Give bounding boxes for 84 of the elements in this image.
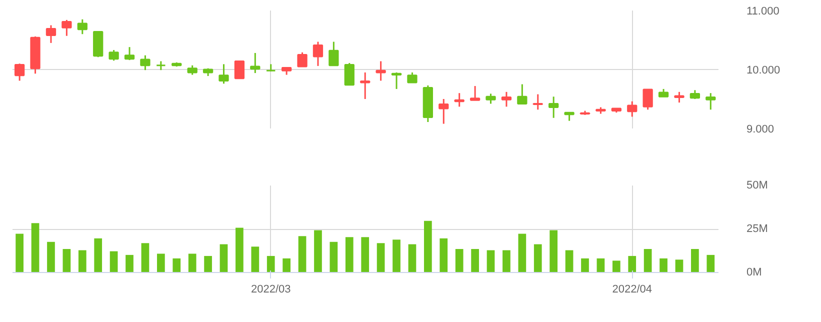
- bar: [345, 237, 354, 272]
- bar: [581, 258, 589, 272]
- bar: [518, 234, 526, 272]
- candlestick: [312, 41, 324, 67]
- bar: [251, 246, 260, 272]
- bar: [440, 238, 448, 272]
- bar: [31, 223, 40, 272]
- candlestick: [706, 92, 716, 110]
- candlestick: [486, 92, 496, 104]
- y-tick-label: 9.000: [746, 124, 774, 136]
- bar: [550, 230, 558, 272]
- bar: [204, 256, 212, 272]
- candlestick: [297, 52, 308, 68]
- x-tick-label: 2022/04: [612, 284, 652, 296]
- candlestick: [187, 64, 198, 76]
- candlestick: [627, 100, 638, 118]
- bar: [565, 250, 574, 272]
- bar: [361, 237, 370, 272]
- candlestick: [532, 94, 543, 110]
- bar: [94, 238, 102, 272]
- candlestick: [407, 72, 418, 84]
- bar: [62, 249, 71, 272]
- bar: [330, 242, 338, 272]
- bar: [675, 260, 684, 272]
- candlestick: [14, 62, 25, 82]
- bar: [266, 256, 275, 272]
- candlestick: [674, 91, 684, 104]
- bar: [220, 244, 228, 272]
- y-tick-label: 50M: [746, 180, 768, 192]
- candlestick: [328, 41, 339, 66]
- candlestick: [46, 24, 56, 44]
- y-tick-label: 10.000: [746, 64, 780, 76]
- y-tick-label: 0M: [746, 266, 762, 278]
- bar: [376, 243, 385, 272]
- candlestick: [454, 92, 464, 108]
- candlestick: [360, 72, 370, 100]
- candlestick: [344, 62, 354, 86]
- bar: [16, 234, 24, 272]
- x-tick-label: 2022/03: [250, 284, 291, 296]
- candlestick: [391, 72, 402, 90]
- bar: [172, 258, 181, 272]
- bar: [424, 220, 432, 272]
- candlestick: [376, 60, 386, 82]
- bar: [502, 250, 510, 272]
- bar: [78, 250, 86, 272]
- bar: [534, 244, 542, 272]
- bar: [455, 249, 464, 272]
- candlestick: [218, 63, 229, 84]
- bar: [126, 254, 134, 272]
- bar: [282, 258, 290, 272]
- bar: [188, 254, 196, 272]
- candlestick: [517, 84, 528, 104]
- candlestick: [108, 49, 119, 62]
- bar: [706, 254, 715, 272]
- bar: [628, 256, 636, 272]
- bar: [157, 254, 165, 272]
- candlestick: [501, 91, 512, 108]
- bar: [141, 243, 150, 272]
- bar: [236, 228, 244, 272]
- candlestick: [124, 46, 135, 61]
- candlestick: [470, 85, 480, 101]
- bar: [596, 258, 605, 272]
- bar: [392, 240, 400, 272]
- y-tick-label: 25M: [746, 223, 768, 235]
- candlestick: [642, 88, 653, 110]
- bar: [612, 260, 620, 272]
- candlestick: [548, 96, 559, 119]
- bar: [486, 250, 495, 272]
- candlestick: [250, 52, 260, 74]
- bar: [691, 249, 699, 272]
- bar: [298, 236, 306, 272]
- candlestick: [140, 54, 150, 71]
- bar: [314, 230, 322, 272]
- bar: [660, 258, 668, 272]
- bar: [408, 244, 416, 272]
- candlestick: [62, 19, 72, 37]
- bar: [47, 242, 55, 272]
- candlestick: [234, 60, 245, 80]
- bar: [110, 251, 118, 272]
- y-tick-label: 11.000: [746, 6, 780, 18]
- bar: [644, 249, 652, 272]
- bar: [471, 249, 479, 272]
- candlestick: [77, 18, 88, 35]
- candlestick: [438, 98, 449, 125]
